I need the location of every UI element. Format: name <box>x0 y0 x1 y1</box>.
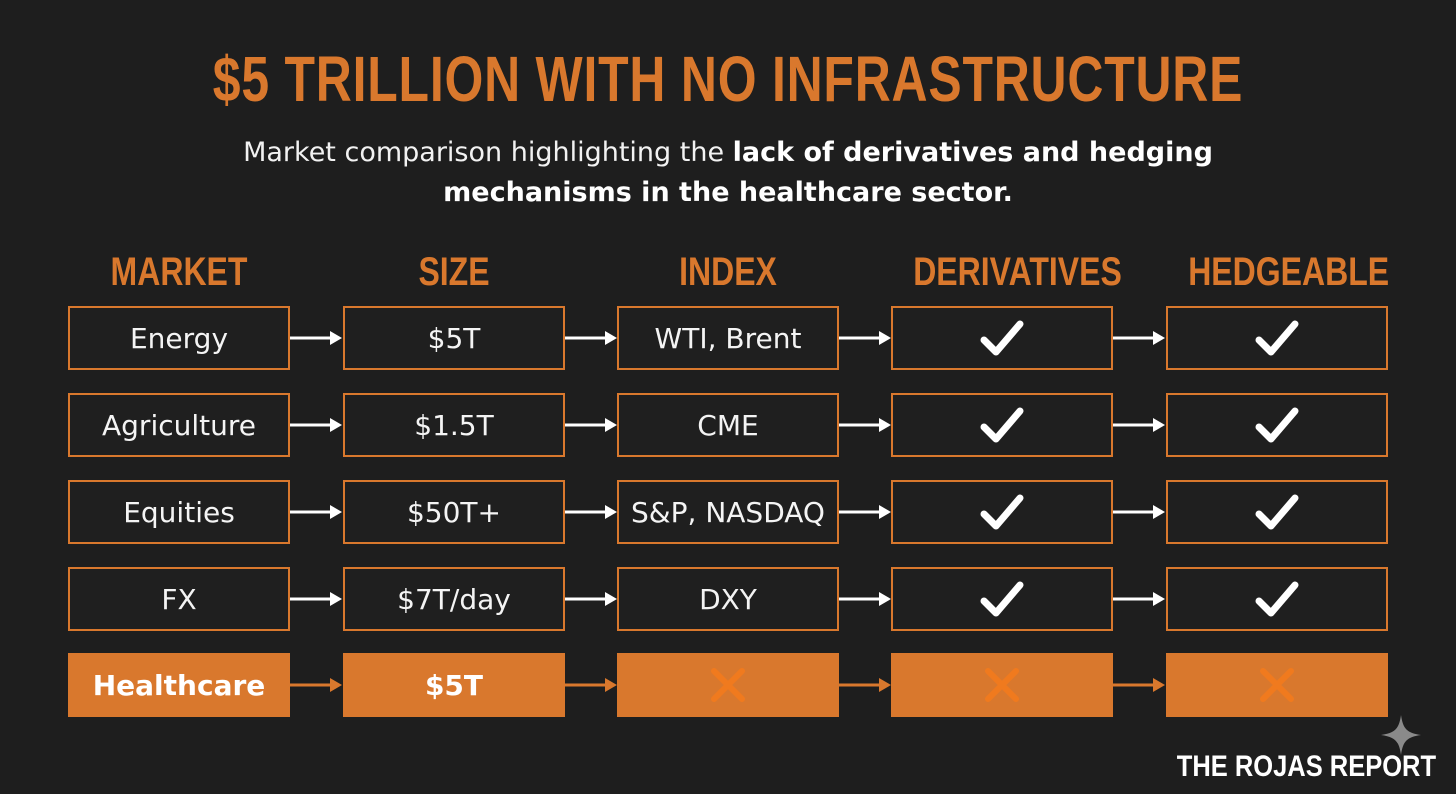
arrow-icon <box>565 592 617 606</box>
check-icon <box>980 318 1024 358</box>
column-header-size: SIZE <box>418 250 490 294</box>
column-header-index: INDEX <box>679 250 777 294</box>
arrow-icon <box>290 505 342 519</box>
cell-text: $1.5T <box>414 408 494 442</box>
cell-healthcare-index <box>617 653 839 717</box>
cell-text: CME <box>697 408 759 442</box>
cell-equities-market: Equities <box>68 480 290 544</box>
check-icon <box>1255 492 1299 532</box>
cell-energy-derivatives <box>891 306 1113 370</box>
cell-healthcare-derivatives <box>891 653 1113 717</box>
cell-text: Healthcare <box>92 668 266 702</box>
sparkle-icon <box>1381 715 1421 755</box>
cell-healthcare-hedgeable <box>1166 653 1388 717</box>
arrow-icon <box>290 678 342 692</box>
page-title: $5 TRILLION WITH NO INFRASTRUCTURE <box>212 43 1244 115</box>
check-icon <box>1255 318 1299 358</box>
arrow-icon <box>839 418 891 432</box>
arrow-icon <box>290 331 342 345</box>
arrow-icon <box>1113 331 1165 345</box>
cell-text: S&P, NASDAQ <box>631 495 825 529</box>
cell-equities-derivatives <box>891 480 1113 544</box>
cell-text: $50T+ <box>406 495 501 529</box>
arrow-icon <box>1113 592 1165 606</box>
cross-icon <box>982 665 1022 705</box>
cell-text: FX <box>161 582 197 616</box>
cell-agriculture-derivatives <box>891 393 1113 457</box>
cross-icon <box>708 665 748 705</box>
cross-icon <box>1257 665 1297 705</box>
arrow-icon <box>1113 418 1165 432</box>
cell-healthcare-size: $5T <box>343 653 565 717</box>
cell-agriculture-hedgeable <box>1166 393 1388 457</box>
check-icon <box>980 492 1024 532</box>
subtitle-bold-text: lack of derivatives and hedging mechanis… <box>443 137 1213 208</box>
check-icon <box>980 579 1024 619</box>
arrow-icon <box>1113 505 1165 519</box>
arrow-icon <box>1113 678 1165 692</box>
cell-healthcare-market: Healthcare <box>68 653 290 717</box>
arrow-icon <box>839 592 891 606</box>
arrow-icon <box>290 592 342 606</box>
cell-energy-size: $5T <box>343 306 565 370</box>
cell-fx-index: DXY <box>617 567 839 631</box>
subtitle-text: Market comparison highlighting the <box>243 137 733 168</box>
arrow-icon <box>565 678 617 692</box>
cell-agriculture-market: Agriculture <box>68 393 290 457</box>
subtitle: Market comparison highlighting the lack … <box>228 133 1228 213</box>
cell-agriculture-size: $1.5T <box>343 393 565 457</box>
arrow-icon <box>839 505 891 519</box>
cell-fx-hedgeable <box>1166 567 1388 631</box>
arrow-icon <box>839 331 891 345</box>
cell-text: WTI, Brent <box>654 321 802 355</box>
column-header-market: MARKET <box>110 250 248 294</box>
cell-text: DXY <box>699 582 757 616</box>
cell-equities-hedgeable <box>1166 480 1388 544</box>
cell-text: Equities <box>123 495 235 529</box>
check-icon <box>980 405 1024 445</box>
cell-text: $5T <box>427 321 481 355</box>
column-header-hedgeable: HEDGEABLE <box>1188 250 1390 294</box>
cell-text: Energy <box>129 321 229 355</box>
arrow-icon <box>839 678 891 692</box>
arrow-icon <box>565 505 617 519</box>
cell-text: $7T/day <box>397 582 511 616</box>
check-icon <box>1255 579 1299 619</box>
arrow-icon <box>565 331 617 345</box>
cell-fx-size: $7T/day <box>343 567 565 631</box>
cell-fx-market: FX <box>68 567 290 631</box>
cell-energy-index: WTI, Brent <box>617 306 839 370</box>
arrow-icon <box>565 418 617 432</box>
cell-agriculture-index: CME <box>617 393 839 457</box>
cell-text: $5T <box>424 668 484 702</box>
arrow-icon <box>290 418 342 432</box>
check-icon <box>1255 405 1299 445</box>
cell-text: Agriculture <box>102 408 256 442</box>
column-header-derivatives: DERIVATIVES <box>913 250 1122 294</box>
brand-logo: THE ROJAS REPORT <box>1176 750 1436 783</box>
cell-equities-size: $50T+ <box>343 480 565 544</box>
cell-energy-market: Energy <box>68 306 290 370</box>
cell-energy-hedgeable <box>1166 306 1388 370</box>
cell-fx-derivatives <box>891 567 1113 631</box>
cell-equities-index: S&P, NASDAQ <box>617 480 839 544</box>
